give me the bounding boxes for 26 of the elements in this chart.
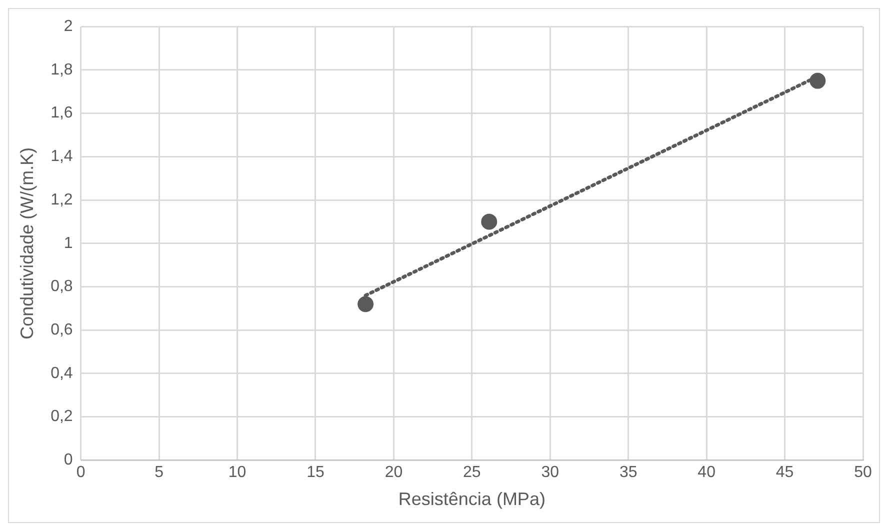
y-tick-label: 0,2 [50,408,73,426]
x-tick-label: 20 [384,464,403,482]
y-tick-label: 1,4 [50,148,73,166]
y-tick-label: 0,8 [50,278,73,296]
y-tick-label: 1,2 [50,191,73,208]
point [358,296,374,312]
y-tick-label: 0 [64,452,73,469]
x-tick-label: 15 [306,464,324,482]
x-axis-title: Resistência (MPa) [398,489,546,510]
x-tick-label: 30 [541,464,560,482]
y-tick-label: 0,4 [50,364,73,382]
x-tick-label: 35 [619,464,638,482]
y-tick-label: 1 [64,234,73,252]
x-tick-label: 25 [463,464,481,482]
x-tick-label: 40 [698,464,716,482]
y-tick-label: 2 [64,18,73,36]
y-tick-label: 0,6 [50,322,73,339]
x-tick-label: 10 [228,464,246,482]
x-tick-label: 50 [854,464,872,482]
y-axis-title: Condutividade (W/(m.K) [16,147,37,340]
x-tick-label: 0 [76,464,86,482]
x-tick-label: 5 [154,464,164,482]
y-tick-label: 1,8 [50,61,73,78]
point [481,214,498,230]
y-tick-label: 1,6 [50,104,73,122]
x-tick-label: 45 [776,464,794,482]
